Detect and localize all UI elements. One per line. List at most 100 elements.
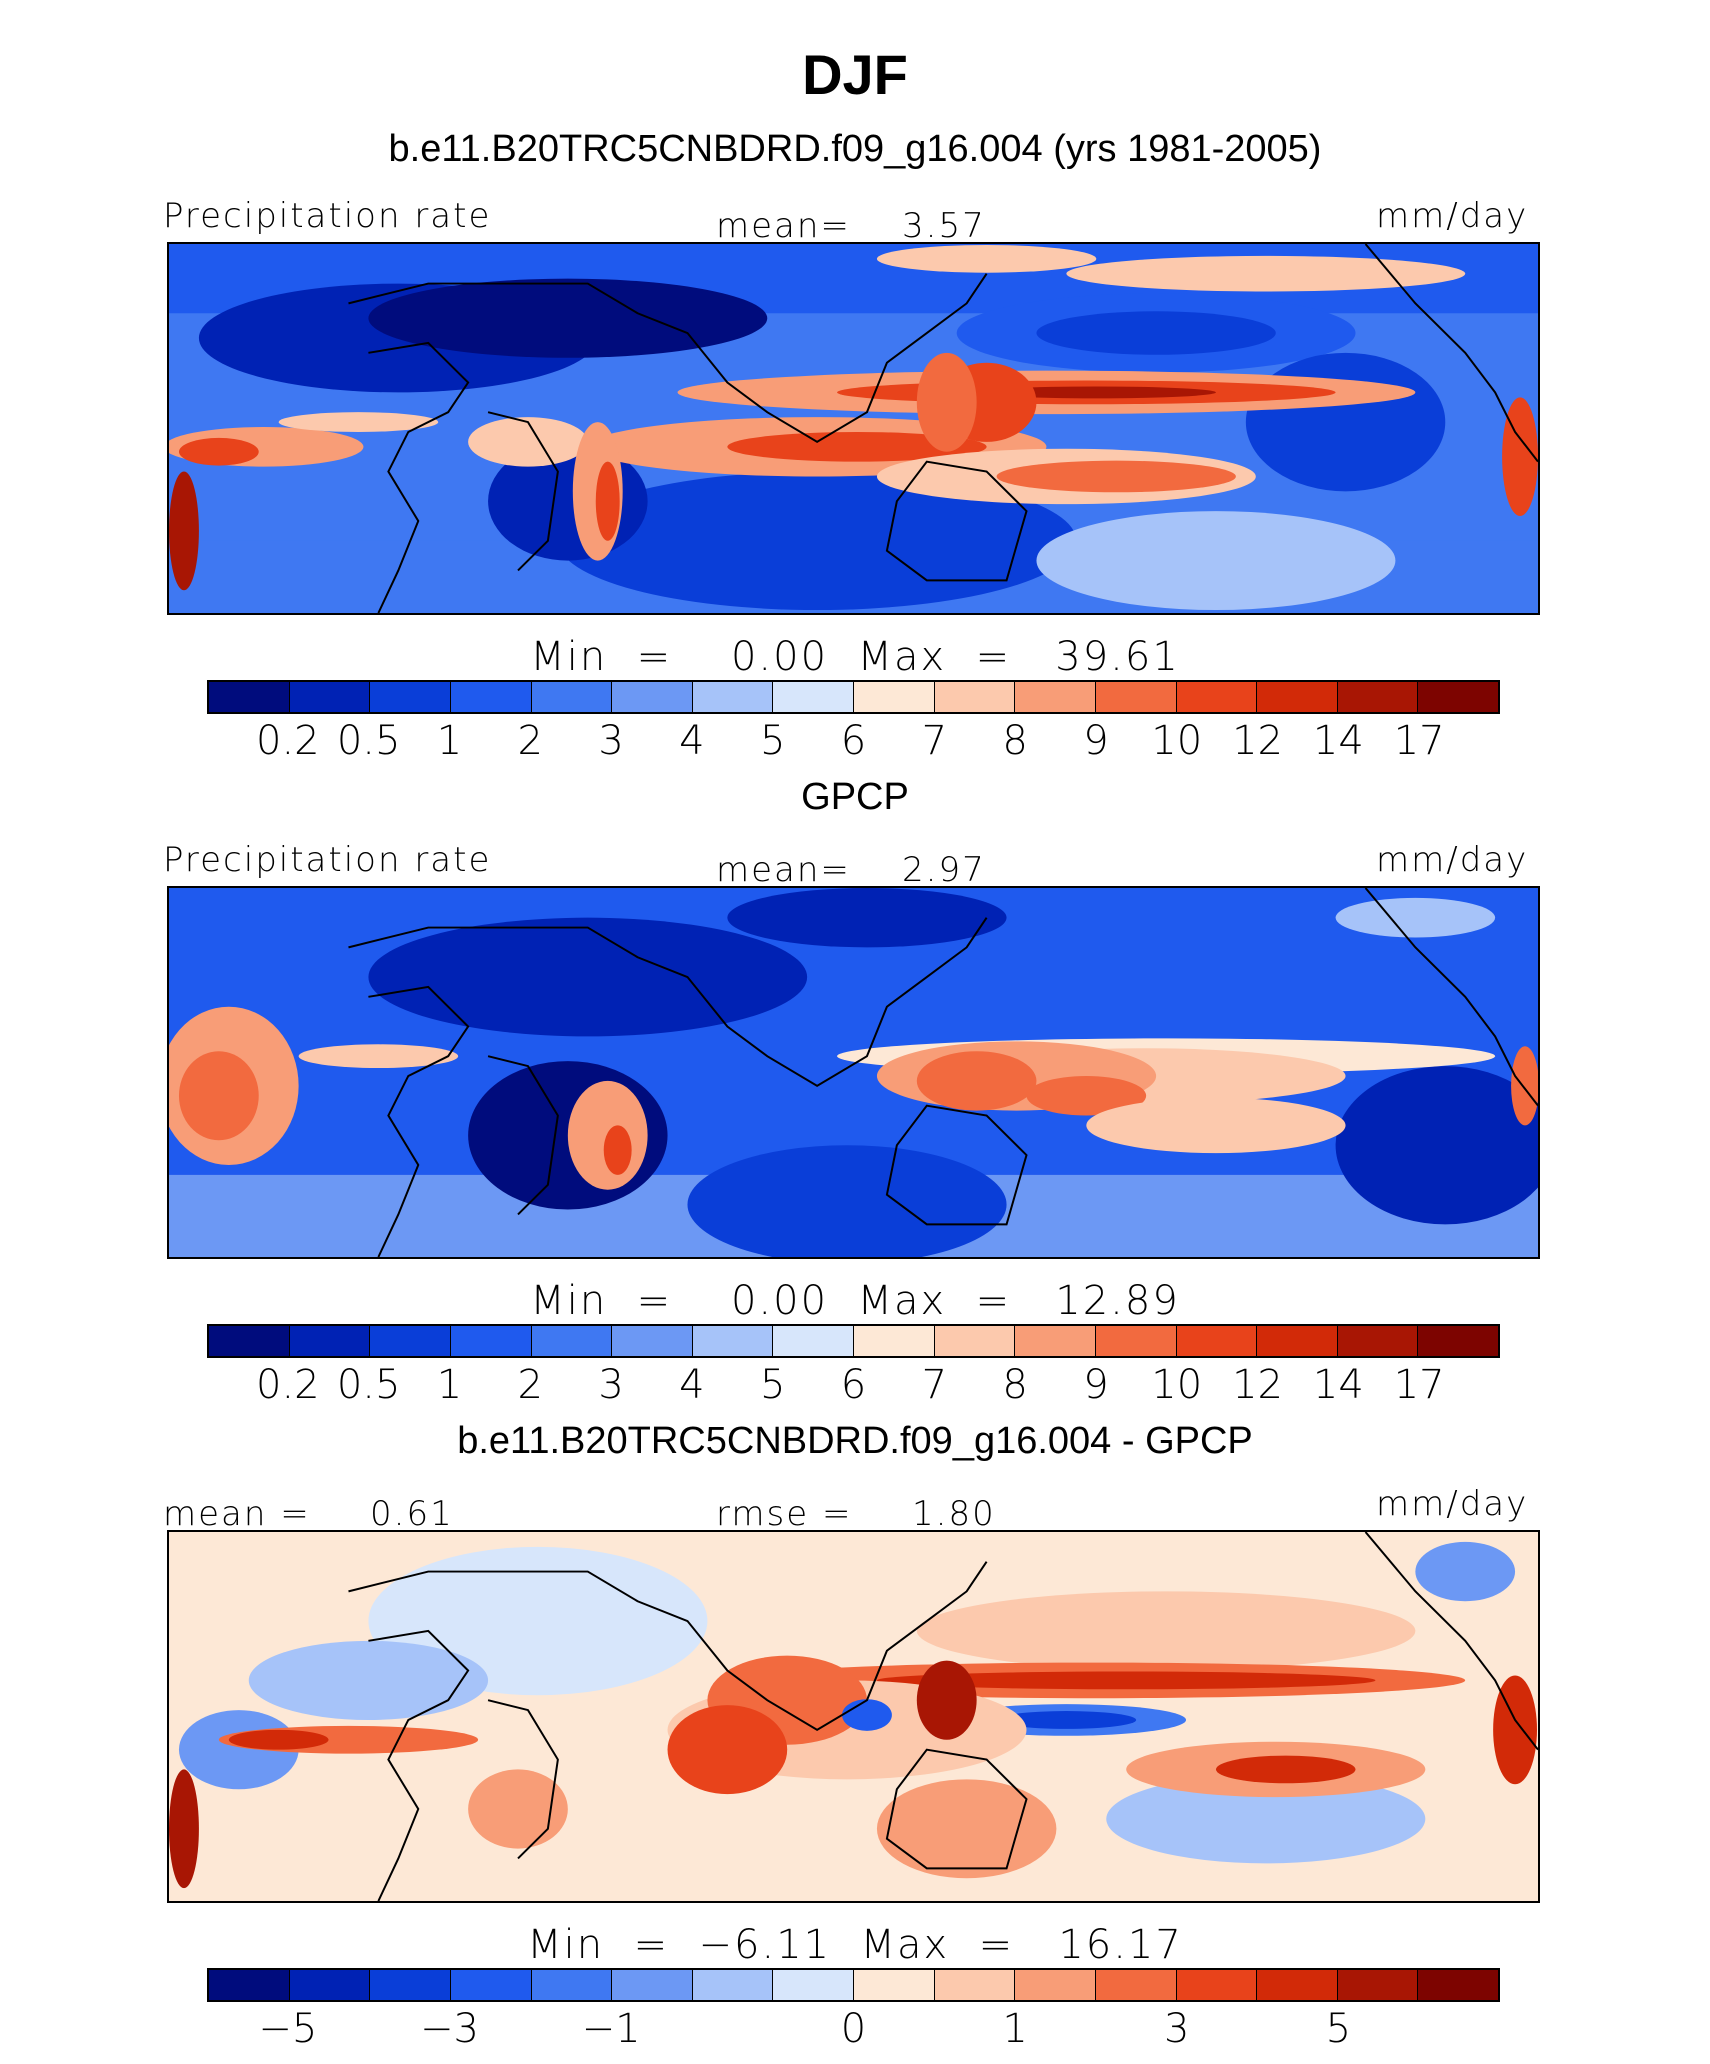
panel-3-mean-label: mean = — [163, 1494, 311, 1534]
colorbar-swatch — [934, 1970, 1016, 2000]
panel-2-title: GPCP — [801, 776, 909, 818]
panel-3-rmse-value: 1.80 — [912, 1494, 996, 1534]
colorbar-tick-label: −1 — [581, 2006, 641, 2052]
panel-1-mean-label: mean= — [716, 206, 851, 246]
colorbar-tick-label: 2 — [517, 1362, 543, 1408]
colorbar-tick-label: 8 — [1002, 718, 1028, 764]
colorbar-swatch — [370, 1326, 451, 1356]
colorbar-tick-label: 0 — [840, 2006, 867, 2052]
main-title: DJF — [802, 43, 908, 106]
colorbar-swatch — [1095, 1326, 1177, 1356]
colorbar-tick-label: 5 — [759, 718, 786, 764]
colorbar-swatch — [934, 1326, 1016, 1356]
colorbar-swatch — [1337, 682, 1419, 712]
colorbar-swatch — [1418, 682, 1498, 712]
colorbar-tick-label: 14 — [1312, 1362, 1364, 1408]
colorbar-swatch — [1337, 1970, 1419, 2000]
panel-3-title: b.e11.B20TRC5CNBDRD.f09_g16.004 - GPCP — [457, 1420, 1253, 1462]
panel-2-mean-value: 2.97 — [902, 850, 986, 890]
colorbar-swatch — [854, 1970, 935, 2000]
panel-1-mean-value: 3.57 — [902, 206, 986, 246]
colorbar-tick-label: −3 — [419, 2006, 479, 2052]
colorbar-tick-label: 5 — [759, 1362, 786, 1408]
colorbar-swatch — [1015, 1326, 1096, 1356]
panel-2-colorbar — [207, 1324, 1500, 1358]
colorbar-swatch — [854, 682, 935, 712]
panel-2-map-svg — [169, 888, 1538, 1257]
colorbar-swatch — [1257, 1970, 1338, 2000]
colorbar-swatch — [692, 1970, 774, 2000]
colorbar-swatch — [370, 682, 451, 712]
colorbar-swatch — [531, 682, 613, 712]
colorbar-tick-label: 14 — [1312, 718, 1364, 764]
colorbar-swatch — [773, 682, 854, 712]
colorbar-swatch — [531, 1970, 613, 2000]
colorbar-swatch — [531, 1326, 613, 1356]
panel-2-mean-label: mean= — [716, 850, 851, 890]
panel-1-map-svg — [169, 244, 1538, 613]
colorbar-tick-label: 12 — [1232, 718, 1284, 764]
colorbar-tick-label: 4 — [679, 718, 705, 764]
colorbar-swatch — [209, 1326, 290, 1356]
colorbar-tick-label: 12 — [1232, 1362, 1284, 1408]
colorbar-swatch — [1176, 1970, 1258, 2000]
panel-3-units: mm/day — [1376, 1484, 1529, 1524]
colorbar-tick-label: 3 — [598, 718, 624, 764]
colorbar-tick-label: 0.2 — [256, 718, 320, 764]
colorbar-swatch — [450, 682, 532, 712]
panel-3-map — [167, 1530, 1540, 1903]
panel-3-colorbar — [207, 1968, 1500, 2002]
panel-1-map — [167, 242, 1540, 615]
colorbar-tick-label: 1 — [436, 1362, 463, 1408]
colorbar-tick-label: 3 — [1164, 2006, 1190, 2052]
colorbar-swatch — [854, 1326, 935, 1356]
colorbar-swatch — [612, 682, 693, 712]
colorbar-tick-label: 1 — [436, 718, 463, 764]
colorbar-swatch — [1095, 682, 1177, 712]
colorbar-swatch — [1418, 1970, 1498, 2000]
panel-3-mean-value: 0.61 — [370, 1494, 454, 1534]
colorbar-swatch — [1095, 1970, 1177, 2000]
colorbar-swatch — [1337, 1326, 1419, 1356]
colorbar-swatch — [370, 1970, 451, 2000]
panel-1-variable-label: Precipitation rate — [163, 196, 492, 236]
colorbar-swatch — [209, 682, 290, 712]
colorbar-tick-label: 17 — [1393, 1362, 1445, 1408]
colorbar-tick-label: 17 — [1393, 718, 1445, 764]
panel-1-title: b.e11.B20TRC5CNBDRD.f09_g16.004 (yrs 198… — [388, 128, 1322, 170]
colorbar-swatch — [773, 1970, 854, 2000]
panel-2-minmax: Min = 0.00 Max = 12.89 — [530, 1278, 1180, 1324]
colorbar-swatch — [289, 682, 371, 712]
colorbar-tick-label: 10 — [1151, 1362, 1203, 1408]
colorbar-swatch — [1015, 682, 1096, 712]
colorbar-swatch — [934, 682, 1016, 712]
panel-1-minmax: Min = 0.00 Max = 39.61 — [530, 634, 1180, 680]
colorbar-tick-label: 5 — [1325, 2006, 1352, 2052]
colorbar-swatch — [1257, 682, 1338, 712]
colorbar-swatch — [450, 1326, 532, 1356]
colorbar-swatch — [1015, 1970, 1096, 2000]
colorbar-swatch — [1418, 1326, 1498, 1356]
colorbar-swatch — [612, 1326, 693, 1356]
panel-3-map-svg — [169, 1532, 1538, 1901]
colorbar-swatch — [692, 1326, 774, 1356]
colorbar-tick-label: 0.2 — [256, 1362, 320, 1408]
colorbar-swatch — [1176, 1326, 1258, 1356]
colorbar-tick-label: 0.5 — [336, 1362, 401, 1408]
colorbar-tick-label: −5 — [258, 2006, 318, 2052]
colorbar-tick-label: 7 — [921, 1362, 948, 1408]
colorbar-tick-label: 7 — [921, 718, 948, 764]
colorbar-tick-label: 1 — [1002, 2006, 1028, 2052]
colorbar-swatch — [289, 1970, 371, 2000]
colorbar-swatch — [773, 1326, 854, 1356]
colorbar-swatch — [450, 1970, 532, 2000]
colorbar-swatch — [289, 1326, 371, 1356]
colorbar-swatch — [692, 682, 774, 712]
colorbar-swatch — [612, 1970, 693, 2000]
panel-3-minmax: Min = −6.11 Max = 16.17 — [527, 1922, 1183, 1968]
panel-1-units: mm/day — [1376, 196, 1529, 236]
panel-2-units: mm/day — [1376, 840, 1529, 880]
colorbar-tick-label: 6 — [840, 1362, 867, 1408]
colorbar-tick-label: 6 — [840, 718, 867, 764]
colorbar-tick-label: 2 — [517, 718, 543, 764]
